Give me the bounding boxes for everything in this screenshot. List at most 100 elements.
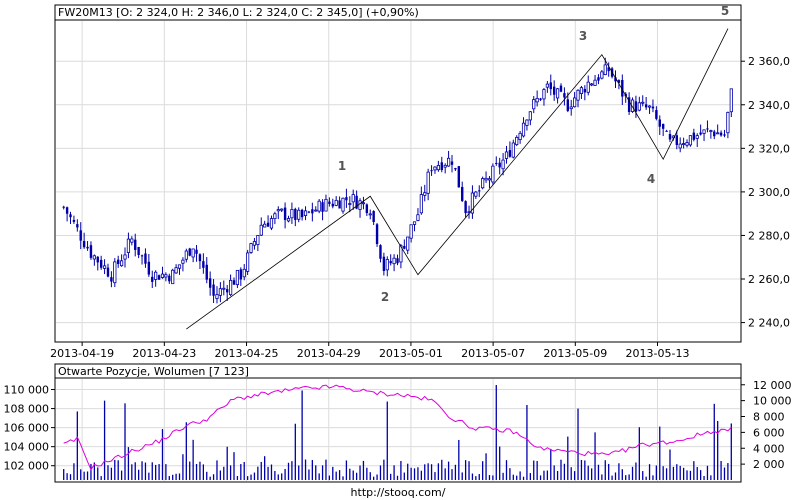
candle-body-up xyxy=(280,208,284,211)
candle-body-down xyxy=(328,201,331,204)
candle-body-up xyxy=(433,166,437,171)
candle-body-up xyxy=(351,194,355,203)
candle-body-down xyxy=(379,245,382,259)
candle-body-down xyxy=(495,162,498,165)
candle-body-up xyxy=(491,165,495,183)
candle-body-down xyxy=(168,275,171,282)
candle-body-down xyxy=(372,210,375,222)
candle-body-up xyxy=(174,267,178,274)
candle-body-down xyxy=(205,264,208,280)
candle-body-up xyxy=(603,64,607,75)
candle-body-up xyxy=(177,264,182,269)
candle-body-down xyxy=(86,246,89,249)
candle-body-up xyxy=(641,101,645,104)
candle-body-down xyxy=(82,241,86,248)
candle-body-down xyxy=(65,207,69,214)
candle-body-down xyxy=(563,93,566,98)
footer-link[interactable]: http://stooq.com/ xyxy=(351,486,446,499)
candle-body-down xyxy=(457,166,461,188)
candle-body-up xyxy=(171,269,175,285)
candle-body-up xyxy=(528,111,532,121)
candle-body-up xyxy=(569,106,573,110)
candle-body-up xyxy=(637,102,641,111)
candle-body-down xyxy=(89,245,93,258)
candle-body-up xyxy=(256,235,260,245)
candle-body-down xyxy=(461,186,464,201)
candle-body-up xyxy=(252,241,257,246)
candle-body-up xyxy=(242,268,246,278)
price-x-ticks: 2013-04-19 2013-04-23 2013-04-25 2013-04-29… xyxy=(50,342,689,360)
price-y-ticks: 2 240,0 2 260,0 2 280,0 2 300,0 2 320,0 2 340… xyxy=(741,55,790,330)
candle-body-down xyxy=(110,277,113,282)
candle-body-down xyxy=(147,261,151,275)
candle-body-up xyxy=(716,132,720,135)
candle-body-down xyxy=(300,209,304,218)
candle-body-down xyxy=(498,162,501,168)
candle-body-down xyxy=(621,80,624,97)
candle-body-up xyxy=(246,252,250,272)
price-x-tick-label: 2013-04-29 xyxy=(297,347,361,360)
price-x-tick-label: 2013-05-09 xyxy=(543,347,607,360)
candle-body-up xyxy=(481,178,485,189)
candle-body-up xyxy=(334,199,338,206)
candle-body-up xyxy=(484,177,488,181)
candle-body-up xyxy=(630,99,635,112)
candle-body-down xyxy=(549,82,552,90)
wave-label-3: 3 xyxy=(579,29,587,43)
candle-body-up xyxy=(525,119,529,126)
candle-body-down xyxy=(583,88,587,93)
candle-body-up xyxy=(436,165,440,171)
candle-body-up xyxy=(358,200,362,210)
candle-body-up xyxy=(474,191,478,197)
elliott-wave-trendline xyxy=(186,28,729,330)
candle-body-up xyxy=(576,89,580,101)
candle-body-up xyxy=(269,218,274,229)
candle-body-down xyxy=(403,246,406,249)
wave-label-4: 4 xyxy=(647,172,655,186)
candle-body-up xyxy=(303,210,308,216)
candle-body-down xyxy=(239,269,243,280)
candle-body-up xyxy=(511,142,515,158)
candle-body-down xyxy=(331,203,334,207)
vol-y-tick-label: 10 000 xyxy=(753,395,792,408)
price-y-tick-label: 2 240,0 xyxy=(748,317,790,330)
volume-panel xyxy=(54,363,742,483)
candle-body-up xyxy=(532,99,536,110)
candle-body-down xyxy=(375,224,379,245)
candle-body-down xyxy=(140,255,144,257)
candle-body-down xyxy=(658,119,661,127)
candle-body-down xyxy=(137,246,140,255)
candle-body-down xyxy=(699,132,702,135)
candle-body-up xyxy=(317,200,321,212)
trendline-path xyxy=(186,28,729,330)
price-y-tick-label: 2 360,0 xyxy=(748,55,790,68)
wave-label-5: 5 xyxy=(721,4,729,18)
candle-body-up xyxy=(348,203,352,205)
candle-body-up xyxy=(443,164,447,168)
candle-body-up xyxy=(297,209,301,220)
candle-body-up xyxy=(555,88,560,99)
vol-y-tick-label: 4 000 xyxy=(753,442,785,455)
candle-body-down xyxy=(345,197,348,201)
candle-body-up xyxy=(218,288,222,296)
candle-body-up xyxy=(709,130,713,132)
candle-body-up xyxy=(695,135,699,139)
candle-body-down xyxy=(644,104,648,108)
candle-body-up xyxy=(412,221,417,225)
candle-body-up xyxy=(249,243,253,253)
price-title: FW20M13 [O: 2 324,0 H: 2 346,0 L: 2 324,… xyxy=(58,6,419,19)
candle-body-down xyxy=(539,98,542,100)
candle-body-up xyxy=(92,255,96,260)
candle-body-up xyxy=(586,81,590,93)
candle-body-down xyxy=(552,86,556,95)
candle-body-up xyxy=(164,274,168,278)
candle-body-up xyxy=(426,171,430,194)
price-x-tick-label: 2013-05-01 xyxy=(379,347,443,360)
candle-body-up xyxy=(678,143,682,149)
candle-body-up xyxy=(515,136,519,146)
candle-body-up xyxy=(160,273,165,278)
candle-body-down xyxy=(454,168,457,170)
candle-body-down xyxy=(321,202,324,212)
oi-y-tick-label: 110 000 xyxy=(4,384,50,397)
price-y-tick-label: 2 260,0 xyxy=(748,273,790,286)
